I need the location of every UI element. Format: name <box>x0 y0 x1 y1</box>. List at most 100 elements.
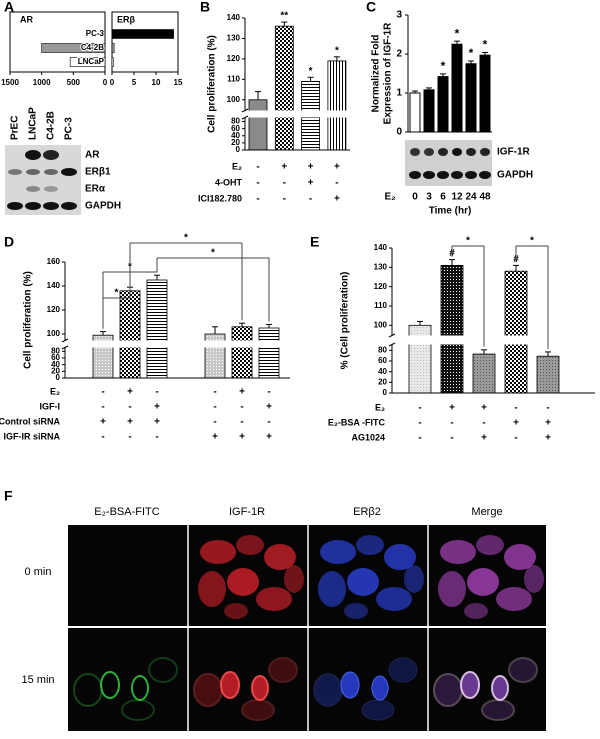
condition-sign: - <box>546 403 549 414</box>
ellipse <box>452 148 462 156</box>
y-tick-label: 0 <box>383 388 388 397</box>
condition-sign: + <box>481 403 487 414</box>
condition-sign: + <box>100 417 106 428</box>
condition-label: E₂ <box>232 161 242 171</box>
y-tick-label: 40 <box>231 131 240 140</box>
break-mark <box>388 342 396 347</box>
condition-label: Control siRNA <box>0 416 60 426</box>
category-label: C4-2B <box>81 43 104 52</box>
x-tick-label: 0 <box>110 78 115 87</box>
y-tick-label: 80 <box>51 346 60 355</box>
condition-sign: - <box>283 194 286 205</box>
blot-row-label: GAPDH <box>497 170 533 181</box>
break-mark <box>241 115 249 120</box>
y-tick-label: 140 <box>374 243 388 252</box>
category-row-label: E₂ <box>384 192 395 203</box>
y-axis-label: Cell proliferation (%) <box>23 271 34 369</box>
axis-break <box>246 110 351 118</box>
bar <box>327 60 347 151</box>
condition-sign: + <box>239 432 245 443</box>
x-tick-label: 1500 <box>1 78 19 87</box>
lane-label: PC-3 <box>64 117 75 140</box>
bar <box>111 43 115 53</box>
bar <box>409 92 421 133</box>
ellipse <box>423 171 435 179</box>
x-tick-label: 500 <box>67 78 81 87</box>
ellipse <box>43 202 59 210</box>
bar <box>504 270 528 394</box>
condition-sign: + <box>334 194 340 205</box>
axis-break <box>66 340 291 348</box>
y-tick-label: 20 <box>51 366 60 375</box>
ellipse <box>61 202 77 210</box>
x-tick-label: 48 <box>479 192 491 203</box>
axis-break <box>393 335 596 345</box>
x-tick-label: 10 <box>152 78 161 87</box>
ellipse <box>438 148 448 156</box>
condition-sign: - <box>267 387 270 398</box>
condition-sign: + <box>281 162 287 173</box>
bar <box>440 264 464 394</box>
blot-strip <box>405 140 492 186</box>
break-mark <box>241 108 249 113</box>
blot-row-label: IGF-1R <box>497 147 531 158</box>
y-tick-label: 120 <box>374 282 388 291</box>
blot-row-label: ERβ1 <box>85 167 111 178</box>
series-title: ERβ <box>117 14 136 24</box>
significance: * <box>466 236 470 247</box>
condition-sign: - <box>240 402 243 413</box>
condition-sign: + <box>127 417 133 428</box>
condition-sign: - <box>213 402 216 413</box>
y-tick-label: 110 <box>227 74 240 83</box>
annotation: ** <box>280 11 288 22</box>
condition-sign: - <box>213 417 216 428</box>
condition-sign: - <box>267 417 270 428</box>
break-mark <box>61 345 69 350</box>
lane-label: PrEC <box>10 116 21 140</box>
ellipse <box>61 168 77 176</box>
condition-sign: - <box>155 387 158 398</box>
y-tick-label: 60 <box>378 356 387 365</box>
x-tick-label: 0 <box>103 78 108 87</box>
lane-label: C4-2B <box>46 111 57 140</box>
condition-sign: + <box>266 432 272 443</box>
annotation: * <box>469 46 474 60</box>
y-tick-label: 20 <box>231 138 240 147</box>
condition-sign: - <box>256 194 259 205</box>
y-axis-label: Normalized Fold <box>371 35 382 113</box>
panel-label: B <box>200 0 210 15</box>
condition-sign: + <box>449 403 455 414</box>
condition-label: E₂ <box>375 402 385 412</box>
condition-label: AG1024 <box>351 432 385 442</box>
ellipse <box>410 148 420 156</box>
blot-c: IGF-1R GAPDH <box>405 140 533 186</box>
microscopy: F E₂-BSA-FITC IGF-1R ERβ2 Merge 0 min 15… <box>4 488 546 731</box>
plot-frame <box>111 11 179 73</box>
bar <box>119 290 141 379</box>
blot-row-label: ERα <box>85 184 106 195</box>
condition-sign: - <box>256 162 259 173</box>
condition-sign: - <box>101 402 104 413</box>
condition-sign: - <box>101 432 104 443</box>
panel-label: A <box>4 0 14 15</box>
significance: * <box>184 233 188 244</box>
condition-sign: + <box>481 433 487 444</box>
x-tick-label: 5 <box>132 78 137 87</box>
ellipse <box>479 171 491 179</box>
y-tick-label: 20 <box>378 377 387 386</box>
y-tick-label: 40 <box>51 360 60 369</box>
y-tick-label: 120 <box>47 305 61 314</box>
condition-sign: - <box>514 403 517 414</box>
ellipse <box>25 150 41 160</box>
condition-sign: - <box>128 402 131 413</box>
y-tick-label: 140 <box>47 281 61 290</box>
bar <box>69 57 106 67</box>
condition-sign: - <box>240 417 243 428</box>
condition-sign: - <box>309 194 312 205</box>
blot-row-label: AR <box>85 150 100 161</box>
condition-sign: + <box>334 162 340 173</box>
annotation: * <box>483 38 488 52</box>
y-tick-label: 100 <box>227 95 241 104</box>
lane-label: LNCaP <box>28 107 39 140</box>
condition-sign: - <box>450 418 453 429</box>
